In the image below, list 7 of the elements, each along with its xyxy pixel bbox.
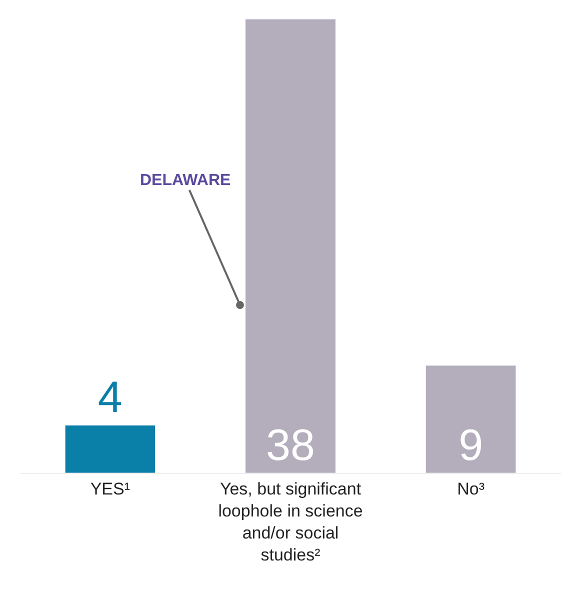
- x-tick-label: Yes, but significant loophole in science and/or social studies²: [218, 479, 363, 565]
- x-tick-label: No³: [457, 479, 485, 498]
- data-label: 9: [458, 421, 484, 470]
- x-tick-label: YES¹: [90, 479, 130, 498]
- data-label: 38: [266, 421, 315, 470]
- annotation: DELAWARE: [140, 172, 231, 189]
- data-label: 4: [98, 373, 122, 422]
